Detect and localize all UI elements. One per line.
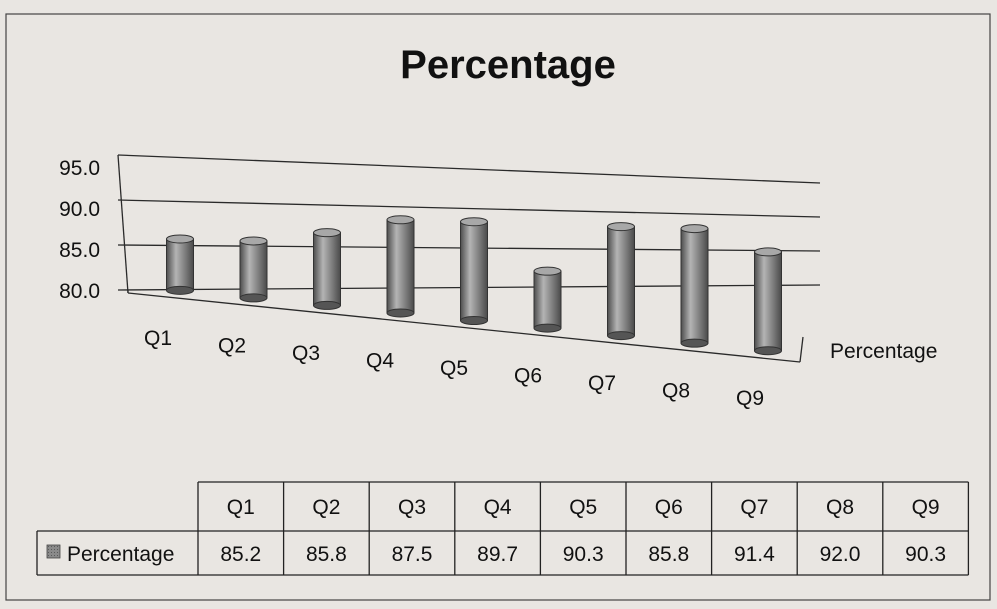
table-value-cell: 85.2 [220, 543, 261, 566]
x-tick-label: Q8 [662, 380, 690, 403]
bar-q9 [754, 247, 782, 356]
x-tick-label: Q9 [736, 387, 764, 410]
table-value-cell: 90.3 [905, 543, 946, 566]
bar-top [754, 247, 782, 257]
chart-frame [5, 13, 991, 601]
bar-body [239, 240, 268, 299]
table-row-label: Percentage [67, 543, 174, 566]
bar-top [680, 224, 709, 234]
x-tick-label: Q7 [588, 372, 616, 395]
bar-q1 [166, 234, 194, 295]
table-header-cell: Q6 [655, 496, 683, 519]
bar-body [166, 238, 194, 291]
y-tick-label: 80.0 [59, 280, 100, 303]
chart-title: Percentage [400, 43, 616, 87]
floor-side-edge [799, 336, 804, 363]
bar-base [313, 300, 341, 310]
x-tick-label: Q6 [514, 365, 542, 388]
bar-q7 [607, 222, 635, 341]
bar-q2 [239, 236, 268, 303]
bar-base [166, 285, 194, 295]
bar-q6 [533, 266, 562, 333]
bar-base [386, 308, 415, 318]
table-header-cell: Q3 [398, 496, 426, 519]
table-header-cell: Q5 [569, 496, 597, 519]
bar-base [754, 346, 782, 356]
bar-top [239, 236, 268, 246]
bar-q5 [460, 217, 488, 326]
bar-top [313, 228, 341, 238]
table-value-cell: 90.3 [563, 543, 604, 566]
bar-base [460, 316, 488, 326]
legend-label: Percentage [830, 340, 937, 363]
table-header-cell: Q1 [227, 496, 255, 519]
bar-body [607, 226, 635, 337]
table-value-cell: 91.4 [734, 543, 775, 566]
bars-group [166, 215, 782, 356]
table-header-cell: Q2 [312, 496, 340, 519]
table-header-cell: Q8 [826, 496, 854, 519]
y-axis-line [117, 154, 129, 294]
bar-body [533, 270, 562, 329]
bar-body [680, 228, 709, 344]
table-header-cell: Q9 [912, 496, 940, 519]
bar-top [533, 266, 562, 276]
bar-q4 [386, 215, 415, 318]
bar-base [607, 331, 635, 341]
table-header-cell: Q7 [740, 496, 768, 519]
data-table: Percentage Q1 85.2 Q2 85.8 Q3 87.5 Q4 89.7 Q5 90.3… [36, 481, 970, 576]
table-value-cell: 85.8 [648, 543, 689, 566]
bar-top [166, 234, 194, 244]
table-value-cell: 87.5 [392, 543, 433, 566]
gridline [117, 199, 821, 218]
bar-top [386, 215, 415, 225]
bar-q8 [680, 224, 709, 348]
bar-body [460, 221, 488, 322]
legend-swatch [46, 544, 61, 559]
x-tick-label: Q4 [366, 350, 394, 373]
bar-base [680, 338, 709, 348]
bar-base [239, 293, 268, 303]
bar-body [754, 251, 782, 352]
y-tick-label: 90.0 [59, 198, 100, 221]
gridline [117, 154, 821, 184]
bar-top [607, 222, 635, 232]
table-header-cell: Q4 [484, 496, 512, 519]
bar-q3 [313, 228, 341, 310]
floor-edge [127, 292, 801, 363]
x-tick-label: Q5 [440, 357, 468, 380]
x-axis-labels: Q1 Q2 Q3 Q4 Q5 Q6 Q7 Q8 Q9 Percentage [144, 327, 937, 410]
bar-top [460, 217, 488, 227]
x-tick-label: Q3 [292, 342, 320, 365]
x-tick-label: Q1 [144, 327, 172, 350]
x-tick-label: Q2 [218, 335, 246, 358]
bar-body [313, 232, 341, 306]
table-value-cell: 92.0 [820, 543, 861, 566]
y-tick-label: 95.0 [59, 157, 100, 180]
table-value-cell: 89.7 [477, 543, 518, 566]
bar-body [386, 219, 415, 314]
table-value-cell: 85.8 [306, 543, 347, 566]
y-tick-label: 85.0 [59, 239, 100, 262]
bar-base [533, 323, 562, 333]
